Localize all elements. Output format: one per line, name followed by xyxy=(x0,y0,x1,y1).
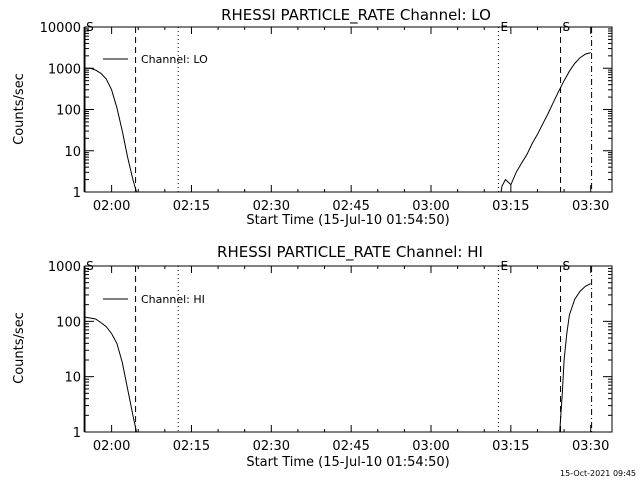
y-axis-label: Counts/sec xyxy=(12,312,27,384)
event-marker-label: E xyxy=(500,259,508,273)
panel-lo: RHESSI PARTICLE_RATE Channel: LO Counts/… xyxy=(12,6,613,228)
plot-frame xyxy=(84,26,613,193)
x-tick-label: 02:00 xyxy=(93,199,130,214)
x-tick-label: 03:15 xyxy=(492,439,529,454)
series-line xyxy=(84,316,137,433)
y-tick-label: 1000 xyxy=(48,260,81,275)
x-tick-label: 02:45 xyxy=(332,439,369,454)
chart-title: RHESSI PARTICLE_RATE Channel: HI xyxy=(217,243,483,262)
series-line xyxy=(500,52,591,193)
x-tick-label: 03:30 xyxy=(572,439,609,454)
event-marker-label: E xyxy=(500,20,508,34)
event-marker-label: S xyxy=(86,259,94,273)
generation-timestamp: 15-Oct-2021 09:45 xyxy=(560,469,636,478)
x-axis-label: Start Time (15-Jul-10 01:54:50) xyxy=(246,455,449,470)
chart-title: RHESSI PARTICLE_RATE Channel: LO xyxy=(221,6,491,25)
legend-label: Channel: HI xyxy=(141,293,205,306)
series-line xyxy=(84,67,137,193)
x-tick-label: 03:30 xyxy=(572,199,609,214)
x-tick-label: 02:15 xyxy=(173,439,210,454)
y-tick-label: 100 xyxy=(56,315,81,330)
x-tick-label: 03:15 xyxy=(492,199,529,214)
x-tick-label: 02:00 xyxy=(93,439,130,454)
plot-frame xyxy=(84,265,613,433)
y-tick-label: 10 xyxy=(64,145,81,160)
panel-hi: RHESSI PARTICLE_RATE Channel: HI Counts/… xyxy=(12,243,613,470)
x-tick-label: 03:00 xyxy=(412,199,449,214)
event-marker-label: S xyxy=(563,20,571,34)
series-line xyxy=(559,283,591,433)
x-tick-label: 02:15 xyxy=(173,199,210,214)
x-tick-label: 02:30 xyxy=(253,199,290,214)
x-tick-label: 02:45 xyxy=(332,199,369,214)
x-tick-label: 02:30 xyxy=(253,439,290,454)
y-tick-label: 10 xyxy=(64,371,81,386)
legend-label: Channel: LO xyxy=(141,53,208,66)
y-tick-label: 1 xyxy=(73,426,81,441)
x-tick-label: 03:00 xyxy=(412,439,449,454)
y-tick-label: 1 xyxy=(73,186,81,201)
y-tick-label: 10000 xyxy=(40,21,81,36)
event-marker-label: S xyxy=(86,20,94,34)
x-axis-label: Start Time (15-Jul-10 01:54:50) xyxy=(246,213,449,228)
event-marker-label: S xyxy=(563,259,571,273)
y-tick-label: 100 xyxy=(56,104,81,119)
y-axis-label: Counts/sec xyxy=(12,73,27,145)
y-tick-label: 1000 xyxy=(48,62,81,77)
